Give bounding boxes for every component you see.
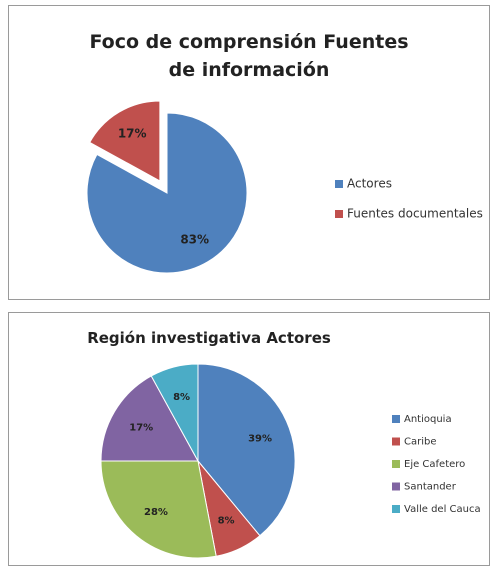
- legend-swatch: [392, 437, 400, 446]
- pie-slice: [86, 112, 248, 274]
- legend-swatch: [335, 180, 343, 188]
- pie-slice: [197, 363, 296, 537]
- chart-panel: Región investigativa Actores 39% Antioqui…: [8, 312, 490, 566]
- chart-title: Región investigativa Actores: [87, 329, 331, 347]
- data-label: 39%: [248, 434, 272, 445]
- data-label: 83%: [180, 232, 209, 246]
- chart-title: Foco de comprensión Fuentes de informaci…: [89, 31, 409, 81]
- pie-slice: [100, 375, 199, 462]
- legend-swatch: [335, 210, 343, 218]
- legend-swatch: [392, 505, 400, 513]
- data-label: 28%: [144, 507, 168, 518]
- data-label: 8%: [173, 392, 190, 403]
- pie-slice: [89, 100, 161, 182]
- data-label: 17%: [118, 127, 147, 141]
- legend-label: Eje Cafetero: [404, 459, 465, 470]
- legend-label: Caribe: [404, 437, 437, 448]
- pie-slice: [150, 363, 199, 462]
- legend-label: Santander: [404, 482, 457, 493]
- legend-label: Valle del Cauca: [404, 504, 481, 515]
- legend-swatch: [392, 415, 400, 423]
- data-label: 17%: [129, 422, 153, 433]
- legend-label: Antioquia: [404, 414, 452, 425]
- legend-swatch: [392, 460, 400, 468]
- chart: 83% Actores 17% Fuentes documentales: [86, 100, 483, 274]
- legend-label: Actores: [347, 177, 392, 191]
- legend-label: Fuentes documentales: [347, 207, 483, 221]
- data-label: 8%: [218, 516, 235, 527]
- chart-panel: Foco de comprensión Fuentes de informaci…: [8, 5, 490, 300]
- pie-slice: [100, 460, 217, 559]
- legend-swatch: [392, 482, 400, 491]
- chart: 39% Antioquia 8% Caribe 28% Eje Cafetero 17% Sa…: [100, 363, 481, 559]
